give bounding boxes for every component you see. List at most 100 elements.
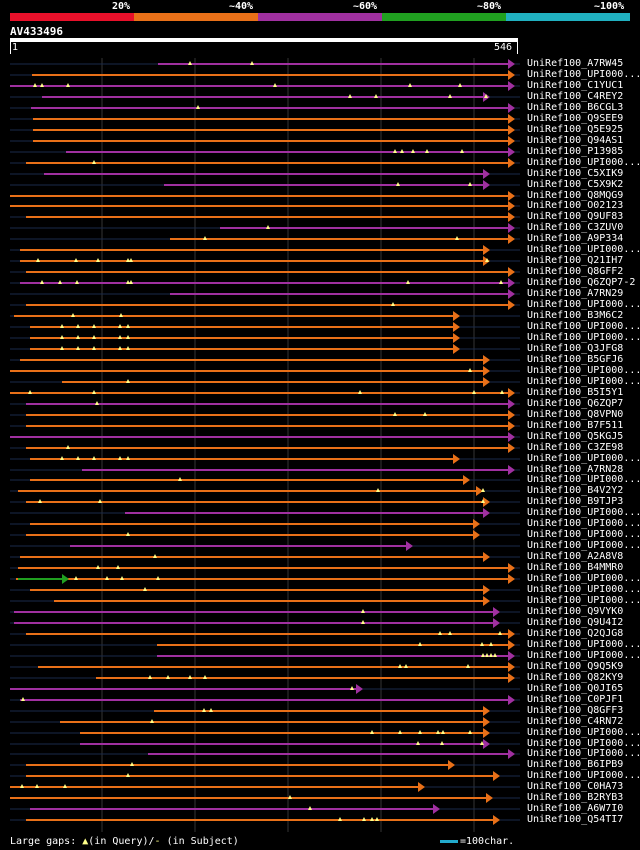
hit-label[interactable]: UniRef100_Q9UF83 [527,211,624,222]
hit-label[interactable]: UniRef100_UPI000... [527,69,639,80]
hit-label[interactable]: UniRef100_Q8GFF3 [527,705,624,716]
query-gap-marker [60,346,64,350]
hit-label[interactable]: UniRef100_Q2QJG8 [527,628,624,639]
hit-label[interactable]: UniRef100_P13985 [527,146,624,157]
hit-label[interactable]: UniRef100_UPI000... [527,518,639,529]
hit-label[interactable]: UniRef100_Q54TI7 [527,814,624,825]
hit-label[interactable]: UniRef100_A7RN28 [527,464,624,475]
hit-label[interactable]: UniRef100_Q0JI65 [527,683,624,694]
hit-label[interactable]: UniRef100_Q9U4I2 [527,617,624,628]
hit-arrow [508,651,515,661]
hit-label[interactable]: UniRef100_Q21IH7 [527,255,624,266]
query-gap-marker [480,642,484,646]
hit-label[interactable]: UniRef100_Q6ZQP7-2 [527,277,636,288]
hit-arrow [453,322,460,332]
hit-label[interactable]: UniRef100_UPI000... [527,639,639,650]
query-gap-marker [36,258,40,262]
hit-label[interactable]: UniRef100_Q8GFF2 [527,266,624,277]
query-gap-marker [126,324,130,328]
hit-label[interactable]: UniRef100_C4RN72 [527,716,624,727]
hit-label[interactable]: UniRef100_A7RW45 [527,58,624,69]
hit-label[interactable]: UniRef100_UPI000... [527,507,639,518]
hit-label[interactable]: UniRef100_Q9VYK0 [527,606,624,617]
hit-label[interactable]: UniRef100_Q8MQG9 [527,190,624,201]
hit-label[interactable]: UniRef100_B6IPB9 [527,759,624,770]
legend-label-60: ~60% [353,1,378,12]
hit-arrow [508,70,515,80]
hit-label[interactable]: UniRef100_A6W7I0 [527,803,624,814]
hit-label[interactable]: UniRef100_UPI000... [527,748,639,759]
hit-label[interactable]: UniRef100_Q5E925 [527,124,624,135]
legend-label-20: 20% [112,1,131,12]
query-gap-marker [370,730,374,734]
hit-label[interactable]: UniRef100_B6CGL3 [527,102,624,113]
identity-legend: 20% ~40% ~60% ~80% ~100% [10,0,630,22]
hit-label[interactable]: UniRef100_C5X9K2 [527,179,624,190]
hit-label[interactable]: UniRef100_O02123 [527,200,624,211]
hit-label[interactable]: UniRef100_UPI000... [527,332,639,343]
hit-label[interactable]: UniRef100_UPI000... [527,727,639,738]
hit-label[interactable]: UniRef100_A7RN29 [527,288,624,299]
hit-label[interactable]: UniRef100_C5XIK9 [527,168,624,179]
query-gap-marker [489,642,493,646]
hit-label[interactable]: UniRef100_UPI000... [527,650,639,661]
hit-arrow [508,201,515,211]
hit-arrow [493,618,500,628]
hit-label[interactable]: UniRef100_Q94AS1 [527,135,624,146]
hit-label[interactable]: UniRef100_UPI000... [527,738,639,749]
hit-label[interactable]: UniRef100_UPI000... [527,299,639,310]
hit-label[interactable]: UniRef100_UPI000... [527,573,639,584]
hit-label[interactable]: UniRef100_C0PJF1 [527,694,624,705]
hit-label[interactable]: UniRef100_UPI000... [527,453,639,464]
hit-label[interactable]: UniRef100_Q5KGJ5 [527,431,624,442]
hit-label[interactable]: UniRef100_B5I5Y1 [527,387,624,398]
hit-label[interactable]: UniRef100_Q9SEE9 [527,113,624,124]
hit-label[interactable]: UniRef100_Q9Q5K9 [527,661,624,672]
query-gap-marker [361,620,365,624]
hit-arrow [473,530,480,540]
hit-label[interactable]: UniRef100_B2RYB3 [527,792,624,803]
hit-label[interactable]: UniRef100_B4MMR0 [527,562,624,573]
hit-label[interactable]: UniRef100_B4V2Y2 [527,485,624,496]
hit-label[interactable]: UniRef100_UPI000... [527,529,639,540]
hit-label[interactable]: UniRef100_Q8VPN0 [527,409,624,420]
query-gap-marker [202,708,206,712]
hit-label[interactable]: UniRef100_Q3JFG8 [527,343,624,354]
hit-label[interactable]: UniRef100_UPI000... [527,584,639,595]
query-gap-marker [485,653,489,657]
query-gap-marker [28,390,32,394]
hit-label[interactable]: UniRef100_B3M6C2 [527,310,624,321]
hit-label[interactable]: UniRef100_B7F511 [527,420,624,431]
query-gap-marker [119,313,123,317]
hit-label[interactable]: UniRef100_C0HA73 [527,781,624,792]
hit-label[interactable]: UniRef100_UPI000... [527,540,639,551]
query-gap-marker [120,576,124,580]
hit-arrow [483,596,490,606]
hit-label[interactable]: UniRef100_UPI000... [527,244,639,255]
query-gap-marker [153,554,157,558]
hit-label[interactable]: UniRef100_UPI000... [527,770,639,781]
query-gap-marker [92,335,96,339]
hit-label[interactable]: UniRef100_A2A8V8 [527,551,624,562]
hit-label[interactable]: UniRef100_A9P334 [527,233,624,244]
hit-arrow [473,519,480,529]
hit-label[interactable]: UniRef100_UPI000... [527,474,639,485]
hit-label[interactable]: UniRef100_Q82KY9 [527,672,624,683]
hit-label[interactable]: UniRef100_C3ZUV0 [527,222,624,233]
query-gap-marker [76,346,80,350]
query-gap-marker [288,795,292,799]
hit-label[interactable]: UniRef100_UPI000... [527,595,639,606]
hit-label[interactable]: UniRef100_C4REY2 [527,91,624,102]
query-gap-marker [105,576,109,580]
hit-label[interactable]: UniRef100_C1YUC1 [527,80,624,91]
hit-label[interactable]: UniRef100_C3ZE98 [527,442,624,453]
legend-label-80: ~80% [477,1,502,12]
hit-label[interactable]: UniRef100_Q6ZQP7 [527,398,624,409]
query-gap-marker [361,609,365,613]
hit-label[interactable]: UniRef100_B5GFJ6 [527,354,624,365]
hit-label[interactable]: UniRef100_UPI000... [527,376,639,387]
hit-label[interactable]: UniRef100_UPI000... [527,157,639,168]
hit-label[interactable]: UniRef100_UPI000... [527,365,639,376]
hit-label[interactable]: UniRef100_UPI000... [527,321,639,332]
hit-label[interactable]: UniRef100_B9TJP3 [527,496,624,507]
